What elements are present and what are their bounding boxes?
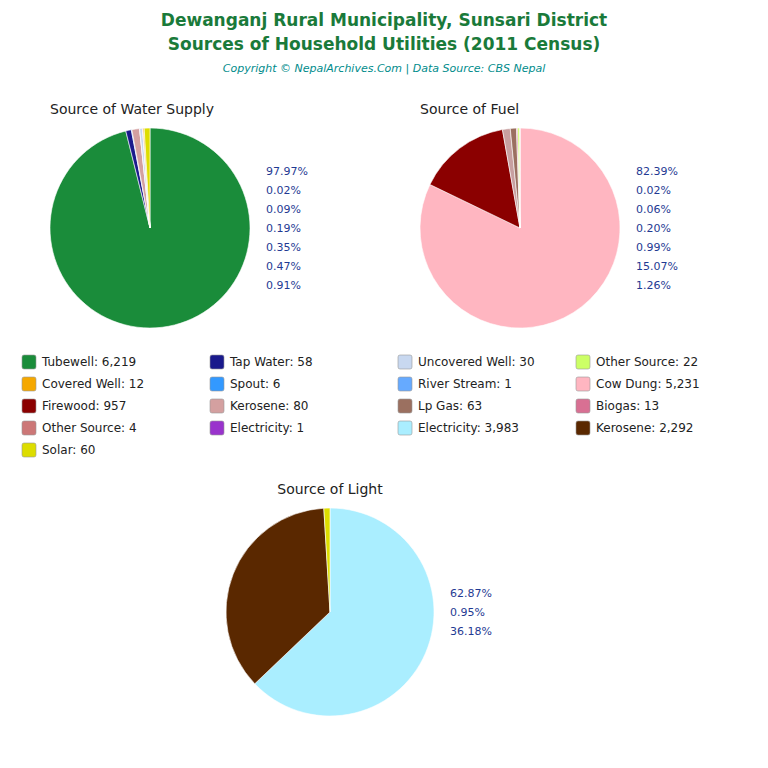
pct-label: 36.18% xyxy=(450,625,492,638)
legend-swatch xyxy=(210,377,224,391)
legend-label: Kerosene: 2,292 xyxy=(596,421,694,435)
legend-label: Uncovered Well: 30 xyxy=(418,355,535,369)
legend-item: Tap Water: 58 xyxy=(210,355,313,369)
copyright: Copyright © NepalArchives.Com | Data Sou… xyxy=(223,62,545,75)
legend-item: Electricity: 1 xyxy=(210,421,304,435)
pie-title: Source of Fuel xyxy=(420,101,519,117)
background xyxy=(0,0,768,768)
legend-item: Kerosene: 2,292 xyxy=(576,421,694,435)
pie-slice xyxy=(143,128,150,228)
legend-item: River Stream: 1 xyxy=(398,377,512,391)
legend-label: Spout: 6 xyxy=(230,377,280,391)
pie-slice xyxy=(144,128,150,228)
pie-slice xyxy=(516,128,520,228)
pie-slice xyxy=(140,129,150,228)
legend-item: Kerosene: 80 xyxy=(210,399,308,413)
legend-swatch xyxy=(576,421,590,435)
pct-label: 62.87% xyxy=(450,587,492,600)
legend-label: Firewood: 957 xyxy=(42,399,126,413)
pct-label: 0.35% xyxy=(266,241,301,254)
pie-title: Source of Light xyxy=(277,481,383,497)
pct-label: 0.19% xyxy=(266,222,301,235)
legend-item: Solar: 60 xyxy=(22,443,96,457)
legend-item: Biogas: 13 xyxy=(576,399,659,413)
legend-item: Lp Gas: 63 xyxy=(398,399,482,413)
legend-swatch xyxy=(576,377,590,391)
subtitle: Sources of Household Utilities (2011 Cen… xyxy=(168,34,601,54)
pct-label: 0.95% xyxy=(450,606,485,619)
pct-label: 0.02% xyxy=(266,184,301,197)
chart: Dewanganj Rural Municipality, Sunsari Di… xyxy=(0,0,768,768)
legend-item: Other Source: 22 xyxy=(576,355,698,369)
pct-label: 1.26% xyxy=(636,279,671,292)
pie-slice xyxy=(50,128,250,328)
legend-swatch xyxy=(576,399,590,413)
legend-label: Electricity: 1 xyxy=(230,421,304,435)
pie-slice xyxy=(140,128,150,228)
pct-label: 0.06% xyxy=(636,203,671,216)
legend-item: Firewood: 957 xyxy=(22,399,126,413)
legend-swatch xyxy=(210,355,224,369)
legend-label: Electricity: 3,983 xyxy=(418,421,519,435)
legend-item: Tubewell: 6,219 xyxy=(22,355,136,369)
pie-slice xyxy=(518,128,520,228)
pie-slice xyxy=(502,128,520,228)
legend-item: Cow Dung: 5,231 xyxy=(576,377,700,391)
pct-label: 0.47% xyxy=(266,260,301,273)
pie-slice xyxy=(226,508,330,684)
legend-item: Electricity: 3,983 xyxy=(398,421,519,435)
legend-label: Covered Well: 12 xyxy=(42,377,144,391)
legend-label: Cow Dung: 5,231 xyxy=(596,377,700,391)
legend-swatch xyxy=(22,399,36,413)
legend-label: Other Source: 22 xyxy=(596,355,698,369)
legend-label: Lp Gas: 63 xyxy=(418,399,482,413)
pie-2: Source of Light 62.87% 0.95% 36.18% xyxy=(226,481,492,716)
pct-label: 0.09% xyxy=(266,203,301,216)
legend-swatch xyxy=(22,377,36,391)
pie-slice xyxy=(420,128,620,328)
pie-slice xyxy=(324,508,330,612)
legend-label: Kerosene: 80 xyxy=(230,399,308,413)
legend-label: Biogas: 13 xyxy=(596,399,659,413)
pct-label: 0.91% xyxy=(266,279,301,292)
pie-slice xyxy=(132,129,150,228)
pie-slice xyxy=(143,128,150,228)
legend-swatch xyxy=(398,421,412,435)
legend-item: Other Source: 4 xyxy=(22,421,137,435)
legend-item: Spout: 6 xyxy=(210,377,280,391)
legend-label: Tubewell: 6,219 xyxy=(41,355,136,369)
legend-label: Other Source: 4 xyxy=(42,421,137,435)
legend-label: Solar: 60 xyxy=(42,443,96,457)
pct-label: 82.39% xyxy=(636,165,678,178)
pct-label: 0.02% xyxy=(636,184,671,197)
pie-0: Source of Water Supply 97.97% 0.02% 0.09% 0.… xyxy=(50,101,308,328)
pct-label: 15.07% xyxy=(636,260,678,273)
legend-label: River Stream: 1 xyxy=(418,377,512,391)
pie-slice xyxy=(510,128,520,228)
legend-swatch xyxy=(22,355,36,369)
title: Dewanganj Rural Municipality, Sunsari Di… xyxy=(161,10,607,30)
legend-item: Covered Well: 12 xyxy=(22,377,144,391)
legend-swatch xyxy=(398,355,412,369)
legend-swatch xyxy=(398,399,412,413)
pct-label: 0.99% xyxy=(636,241,671,254)
legend-swatch xyxy=(576,355,590,369)
legend: Tubewell: 6,219 Covered Well: 12 Firewood:… xyxy=(22,355,700,457)
legend-swatch xyxy=(22,421,36,435)
legend-swatch xyxy=(22,443,36,457)
pie-slice xyxy=(519,128,520,228)
pct-label: 97.97% xyxy=(266,165,308,178)
pie-title: Source of Water Supply xyxy=(50,101,214,117)
legend-label: Tap Water: 58 xyxy=(229,355,313,369)
legend-swatch xyxy=(210,421,224,435)
pie-slice xyxy=(143,128,150,228)
legend-swatch xyxy=(398,377,412,391)
legend-item: Uncovered Well: 30 xyxy=(398,355,535,369)
legend-swatch xyxy=(210,399,224,413)
pie-1: Source of Fuel 82.39% 0.02% 0.06% 0.20% 0.99%… xyxy=(420,101,678,328)
pct-label: 0.20% xyxy=(636,222,671,235)
